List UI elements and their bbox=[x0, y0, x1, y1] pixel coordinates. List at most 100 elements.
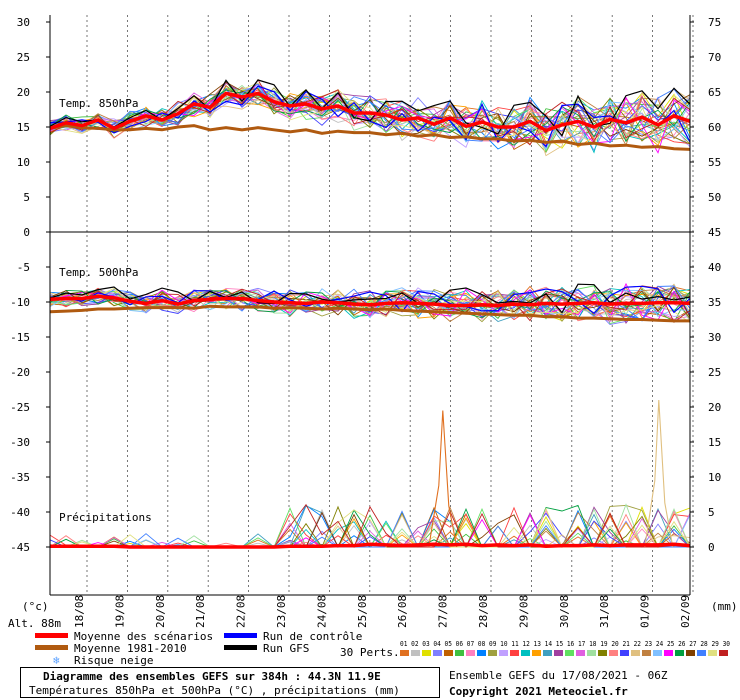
footer-subtitle: Températures 850hPa et 500hPa (°C) , pré… bbox=[29, 684, 400, 697]
left-tick-label: 20 bbox=[17, 86, 30, 99]
x-tick-label: 18/08 bbox=[73, 595, 86, 628]
member-swatch bbox=[664, 650, 673, 656]
panel-title-850: Temp. 850hPa bbox=[59, 97, 138, 110]
climatology-line-850 bbox=[49, 124, 691, 151]
legend-control-label: Run de contrôle bbox=[263, 630, 362, 643]
right-tick-label: 45 bbox=[708, 226, 721, 239]
altitude-label: Alt. 88m bbox=[8, 617, 61, 630]
gfs-run-line bbox=[49, 79, 691, 137]
member-swatch bbox=[510, 650, 519, 656]
x-tick-label: 01/09 bbox=[639, 595, 652, 628]
left-tick-label: 10 bbox=[17, 156, 30, 169]
member-line-850 bbox=[49, 83, 691, 144]
member-swatch bbox=[455, 650, 464, 656]
member-swatch bbox=[708, 650, 717, 656]
x-tick-label: 28/08 bbox=[477, 595, 490, 628]
x-tick-label: 22/08 bbox=[235, 595, 248, 628]
right-tick-label: 30 bbox=[708, 331, 721, 344]
mean-line-precip bbox=[50, 542, 691, 549]
footer-run-info: Ensemble GEFS du 17/08/2021 - 06Z bbox=[449, 669, 668, 682]
member-swatch bbox=[598, 650, 607, 656]
footer-title: Diagramme des ensembles GEFS sur 384h : … bbox=[43, 670, 381, 683]
member-swatch bbox=[554, 650, 563, 656]
left-tick-label: -35 bbox=[10, 471, 30, 484]
member-swatch bbox=[642, 650, 651, 656]
x-tick-label: 26/08 bbox=[396, 595, 409, 628]
member-swatch bbox=[411, 650, 420, 656]
legend-control-swatch bbox=[224, 633, 257, 638]
left-tick-label: 30 bbox=[17, 16, 30, 29]
main-series bbox=[49, 91, 691, 549]
left-tick-label: -10 bbox=[10, 296, 30, 309]
legend-clim-label: Moyenne 1981-2010 bbox=[74, 642, 187, 655]
legend-member-swatches bbox=[400, 650, 728, 656]
x-tick-label: 23/08 bbox=[275, 595, 288, 628]
member-swatch bbox=[565, 650, 574, 656]
left-tick-label: -40 bbox=[10, 506, 30, 519]
legend-perts-label: 30 Perts. bbox=[340, 646, 400, 659]
precip-peak-line bbox=[428, 410, 458, 548]
legend-gfs-swatch bbox=[224, 645, 257, 650]
x-tick-label: 21/08 bbox=[194, 595, 207, 628]
member-swatch bbox=[466, 650, 475, 656]
member-swatch bbox=[543, 650, 552, 656]
climatology-line-500 bbox=[49, 304, 690, 323]
right-tick-label: 60 bbox=[708, 121, 721, 134]
right-tick-label: 25 bbox=[708, 366, 721, 379]
panel-title-500: Temp. 500hPa bbox=[59, 266, 138, 279]
legend-clim-swatch bbox=[35, 645, 68, 650]
legend-gfs-label: Run GFS bbox=[263, 642, 309, 655]
member-swatch bbox=[444, 650, 453, 656]
right-tick-label: 35 bbox=[708, 296, 721, 309]
x-tick-label: 02/09 bbox=[679, 595, 692, 628]
right-tick-label: 65 bbox=[708, 86, 721, 99]
member-swatch bbox=[433, 650, 442, 656]
member-swatch bbox=[576, 650, 585, 656]
left-unit: (°c) bbox=[22, 600, 49, 613]
right-tick-label: 0 bbox=[708, 541, 715, 554]
left-tick-label: -25 bbox=[10, 401, 30, 414]
right-tick-label: 70 bbox=[708, 51, 721, 64]
x-tick-label: 24/08 bbox=[315, 595, 328, 628]
legend-mean-label: Moyenne des scénarios bbox=[74, 630, 213, 643]
member-swatch bbox=[609, 650, 618, 656]
footer-copyright: Copyright 2021 Meteociel.fr bbox=[449, 685, 628, 698]
legend-snow-label: Risque neige bbox=[74, 654, 153, 667]
left-tick-label: -5 bbox=[17, 261, 30, 274]
x-tick-label: 27/08 bbox=[437, 595, 450, 628]
right-tick-label: 55 bbox=[708, 156, 721, 169]
member-swatch bbox=[631, 650, 640, 656]
member-swatch bbox=[697, 650, 706, 656]
member-swatch bbox=[686, 650, 695, 656]
right-tick-label: 50 bbox=[708, 191, 721, 204]
member-swatch bbox=[400, 650, 409, 656]
member-swatch bbox=[477, 650, 486, 656]
member-swatch bbox=[675, 650, 684, 656]
right-tick-label: 5 bbox=[708, 506, 715, 519]
member-line-500 bbox=[49, 282, 691, 321]
member-line-500 bbox=[49, 287, 691, 322]
control-run-line bbox=[49, 285, 691, 315]
legend-mean-swatch bbox=[35, 633, 68, 638]
precip-peak-line bbox=[644, 399, 674, 548]
gfs-run-line bbox=[49, 283, 691, 314]
x-tick-label: 29/08 bbox=[517, 595, 530, 628]
member-swatch bbox=[653, 650, 662, 656]
x-tick-label: 25/08 bbox=[356, 595, 369, 628]
member-swatch bbox=[620, 650, 629, 656]
right-tick-label: 40 bbox=[708, 261, 721, 274]
member-swatch bbox=[521, 650, 530, 656]
right-tick-label: 10 bbox=[708, 471, 721, 484]
member-swatch bbox=[587, 650, 596, 656]
left-tick-label: 25 bbox=[17, 51, 30, 64]
member-swatch bbox=[422, 650, 431, 656]
member-swatch bbox=[488, 650, 497, 656]
chart-axes: 18/08 19/08 20/08 21/08 22/08 23/08 24/08 25/08… bbox=[10, 15, 721, 628]
footer-box: Diagramme des ensembles GEFS sur 384h : … bbox=[20, 667, 440, 698]
mean-line-500 bbox=[49, 294, 691, 308]
x-tick-label: 31/08 bbox=[598, 595, 611, 628]
left-tick-label: 15 bbox=[17, 121, 30, 134]
panel-title-precip: Précipitations bbox=[59, 511, 152, 524]
left-tick-label: -20 bbox=[10, 366, 30, 379]
